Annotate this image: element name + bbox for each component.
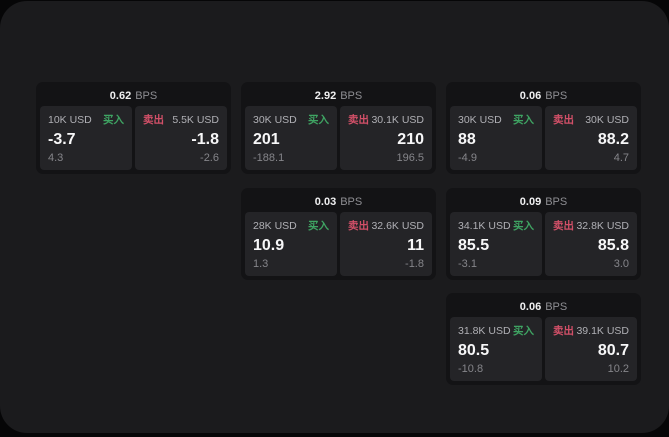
card-header: 0.03 BPS — [245, 192, 432, 210]
bps-unit-label: BPS — [135, 90, 158, 102]
sell-size: 30.1K USD — [371, 113, 424, 126]
sell-size: 32.8K USD — [576, 219, 629, 232]
buy-price: 201 — [253, 131, 280, 148]
buy-label: 买入 — [513, 325, 534, 337]
bps-value: 2.92 — [314, 90, 337, 102]
buy-delta: -3.1 — [458, 258, 477, 270]
bps-unit-label: BPS — [545, 301, 568, 313]
buy-quote-tile[interactable]: 34.1K USD 买入 85.5 -3.1 — [450, 212, 542, 276]
sell-delta: 3.0 — [613, 258, 629, 270]
sell-label: 卖出 — [553, 114, 574, 126]
sell-label: 卖出 — [553, 220, 574, 232]
bps-unit-label: BPS — [340, 196, 363, 208]
buy-price: 80.5 — [458, 342, 490, 359]
sell-delta: 196.5 — [396, 152, 424, 164]
sell-delta: 10.2 — [607, 363, 629, 375]
buy-quote-tile[interactable]: 30K USD 买入 201 -188.1 — [245, 106, 337, 170]
sell-price: 11 — [407, 237, 424, 254]
buy-quote-tile[interactable]: 28K USD 买入 10.9 1.3 — [245, 212, 337, 276]
buy-size: 31.8K USD — [458, 324, 511, 337]
buy-label: 买入 — [513, 220, 534, 232]
sell-label: 卖出 — [348, 114, 369, 126]
buy-label: 买入 — [103, 114, 124, 126]
buy-size: 28K USD — [253, 219, 297, 232]
buy-delta: -10.8 — [458, 363, 484, 375]
sell-label: 卖出 — [348, 220, 369, 232]
quote-card: 0.06 BPS 30K USD 买入 88 -4.9 卖出 30K USD 8… — [446, 82, 641, 174]
sell-delta: -1.8 — [405, 258, 424, 270]
sell-label: 卖出 — [143, 114, 164, 126]
buy-label: 买入 — [308, 114, 329, 126]
sell-quote-tile[interactable]: 卖出 30.1K USD 210 196.5 — [340, 106, 432, 170]
sell-quote-tile[interactable]: 卖出 39.1K USD 80.7 10.2 — [545, 317, 637, 381]
card-header: 2.92 BPS — [245, 86, 432, 104]
buy-delta: -188.1 — [253, 152, 285, 164]
buy-price: 85.5 — [458, 237, 490, 254]
buy-label: 买入 — [308, 220, 329, 232]
buy-quote-tile[interactable]: 10K USD 买入 -3.7 4.3 — [40, 106, 132, 170]
buy-size: 30K USD — [458, 113, 502, 126]
buy-size: 34.1K USD — [458, 219, 511, 232]
bps-unit-label: BPS — [545, 90, 568, 102]
bps-value: 0.03 — [314, 196, 337, 208]
quote-card: 0.62 BPS 10K USD 买入 -3.7 4.3 卖出 5.5K USD… — [36, 82, 231, 174]
bps-value: 0.06 — [519, 301, 542, 313]
buy-quote-tile[interactable]: 30K USD 买入 88 -4.9 — [450, 106, 542, 170]
quote-card: 0.03 BPS 28K USD 买入 10.9 1.3 卖出 32.6K US… — [241, 188, 436, 280]
buy-size: 10K USD — [48, 113, 92, 126]
sell-quote-tile[interactable]: 卖出 32.8K USD 85.8 3.0 — [545, 212, 637, 276]
buy-delta: 4.3 — [48, 152, 64, 164]
buy-price: -3.7 — [48, 131, 76, 148]
bps-value: 0.62 — [109, 90, 132, 102]
sell-size: 32.6K USD — [371, 219, 424, 232]
bps-value: 0.09 — [519, 196, 542, 208]
sell-size: 39.1K USD — [576, 324, 629, 337]
sell-price: 210 — [397, 131, 424, 148]
quote-card: 2.92 BPS 30K USD 买入 201 -188.1 卖出 30.1K … — [241, 82, 436, 174]
quote-card: 0.09 BPS 34.1K USD 买入 85.5 -3.1 卖出 32.8K… — [446, 188, 641, 280]
buy-quote-tile[interactable]: 31.8K USD 买入 80.5 -10.8 — [450, 317, 542, 381]
sell-quote-tile[interactable]: 卖出 32.6K USD 11 -1.8 — [340, 212, 432, 276]
sell-price: 80.7 — [597, 342, 629, 359]
bps-value: 0.06 — [519, 90, 542, 102]
card-header: 0.62 BPS — [40, 86, 227, 104]
sell-quote-tile[interactable]: 卖出 30K USD 88.2 4.7 — [545, 106, 637, 170]
sell-price: 88.2 — [597, 131, 629, 148]
buy-label: 买入 — [513, 114, 534, 126]
sell-quote-tile[interactable]: 卖出 5.5K USD -1.8 -2.6 — [135, 106, 227, 170]
bps-unit-label: BPS — [545, 196, 568, 208]
buy-price: 88 — [458, 131, 476, 148]
card-header: 0.06 BPS — [450, 86, 637, 104]
sell-delta: -2.6 — [200, 152, 219, 164]
sell-price: -1.8 — [191, 131, 219, 148]
buy-size: 30K USD — [253, 113, 297, 126]
sell-delta: 4.7 — [613, 152, 629, 164]
sell-size: 30K USD — [585, 113, 629, 126]
quote-card: 0.06 BPS 31.8K USD 买入 80.5 -10.8 卖出 39.1… — [446, 293, 641, 385]
buy-price: 10.9 — [253, 237, 285, 254]
sell-size: 5.5K USD — [172, 113, 219, 126]
card-header: 0.09 BPS — [450, 192, 637, 210]
bps-unit-label: BPS — [340, 90, 363, 102]
buy-delta: 1.3 — [253, 258, 269, 270]
sell-price: 85.8 — [597, 237, 629, 254]
card-header: 0.06 BPS — [450, 297, 637, 315]
buy-delta: -4.9 — [458, 152, 477, 164]
sell-label: 卖出 — [553, 325, 574, 337]
